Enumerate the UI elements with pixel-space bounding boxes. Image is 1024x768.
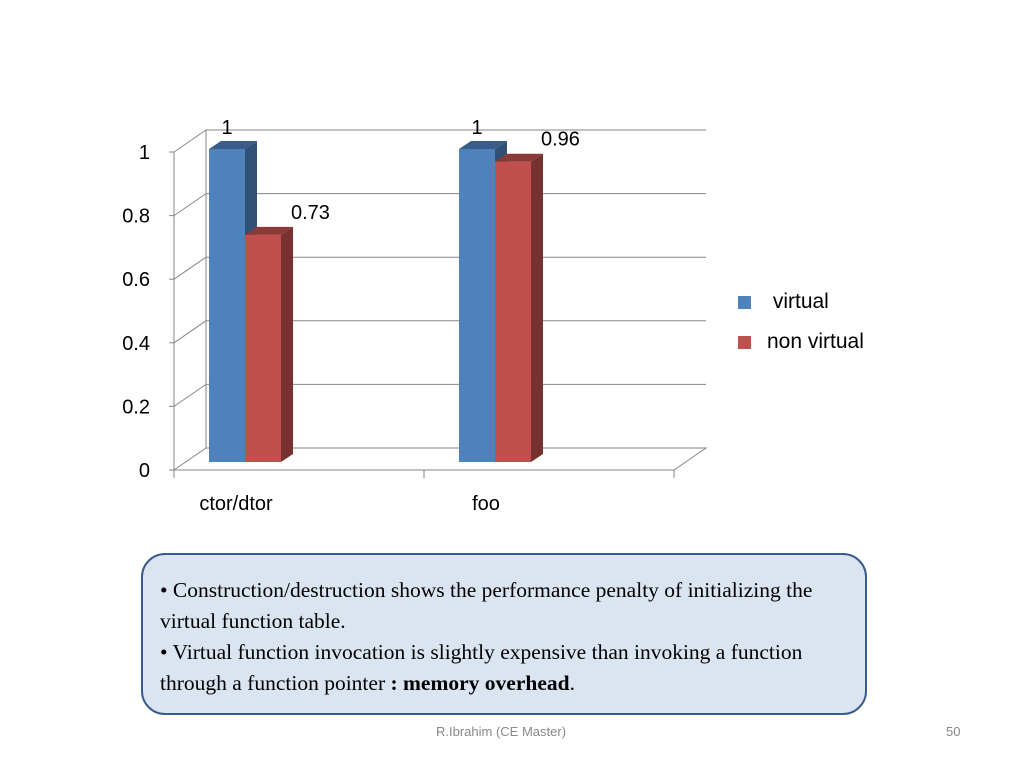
bar-chart: 0 0.2 0.4 0.6 0.8 1 ctor/dtor foo 1 0.73 1 0.96 — [122, 117, 708, 515]
bar-top — [245, 226, 293, 235]
legend-swatch-non-virtual — [738, 335, 751, 349]
y-tick-label: 0.8 — [122, 206, 150, 228]
data-label: 1 — [221, 117, 232, 139]
bar-top — [209, 141, 257, 149]
note-bullet-2-bold: : memory overhead — [390, 671, 570, 695]
chart-legend: virtual non virtual — [738, 282, 864, 362]
gridline-side — [173, 129, 207, 153]
data-label: 0.96 — [541, 129, 580, 151]
note-bullet-1: • Construction/destruction shows the per… — [160, 578, 813, 633]
legend-item-non-virtual: non virtual — [738, 322, 864, 362]
gridline-side — [173, 383, 207, 407]
note-box: • Construction/destruction shows the per… — [141, 553, 867, 715]
note-bullet-2-end: . — [569, 671, 575, 695]
bar-top — [495, 153, 543, 162]
footer-author: R.Ibrahim (CE Master) — [436, 724, 567, 739]
bar-top — [459, 141, 507, 149]
note-bullet-2-text: • Virtual function invocation is slightl… — [160, 640, 803, 695]
gridline-side — [173, 256, 207, 280]
data-label: 0.73 — [291, 202, 330, 224]
x-tick-label: foo — [472, 493, 500, 515]
bar — [459, 149, 495, 462]
y-tick-label: 0.4 — [122, 333, 150, 355]
bar-side — [531, 153, 543, 462]
bar — [245, 234, 281, 462]
legend-label-non-virtual: non virtual — [767, 330, 864, 353]
footer-page-number: 50 — [946, 724, 961, 739]
bar-side — [281, 226, 293, 462]
legend-label-virtual: virtual — [767, 290, 829, 313]
bar — [495, 161, 531, 462]
gridline-side — [173, 193, 207, 217]
gridline-side — [173, 320, 207, 344]
legend-item-virtual: virtual — [738, 282, 864, 322]
y-tick-label: 0.2 — [122, 396, 150, 418]
y-tick-label: 1 — [139, 142, 150, 164]
y-tick-label: 0.6 — [122, 269, 150, 291]
y-tick-label: 0 — [139, 460, 150, 482]
bar — [209, 149, 245, 462]
x-tick-label: ctor/dtor — [199, 493, 273, 515]
chart-floor — [172, 447, 708, 471]
legend-swatch-virtual — [738, 295, 751, 309]
data-label: 1 — [471, 117, 482, 139]
note-bullet-2: • Virtual function invocation is slightl… — [160, 637, 849, 699]
